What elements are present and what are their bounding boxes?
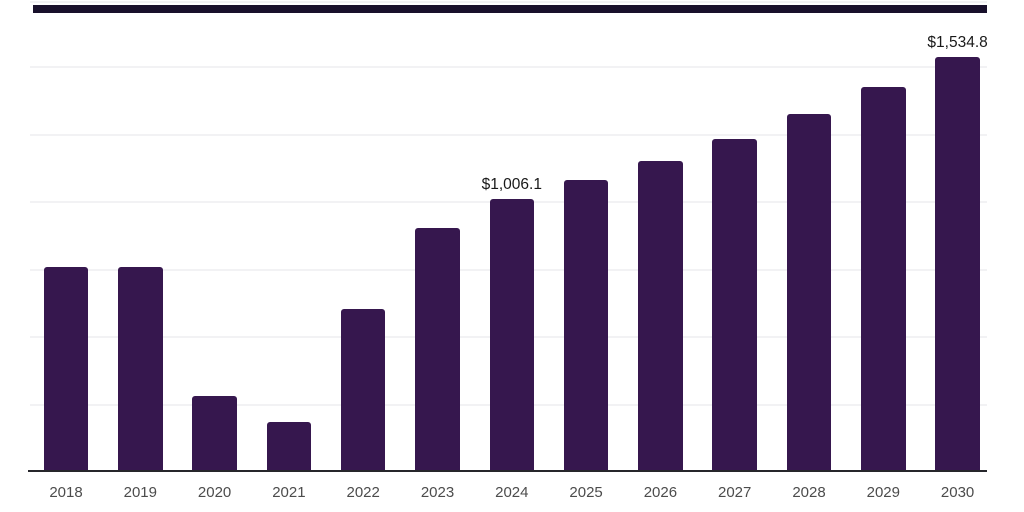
x-tick-label-2025: 2025 xyxy=(569,484,603,501)
value-label-2024: $1,006.1 xyxy=(481,176,542,194)
x-tick-label-2028: 2028 xyxy=(792,484,826,501)
bar-2019 xyxy=(118,267,163,471)
bar-2023 xyxy=(415,227,460,471)
bar-2024 xyxy=(489,199,535,471)
x-tick-label-2026: 2026 xyxy=(643,484,678,501)
gridline xyxy=(30,1,987,3)
bar-2029 xyxy=(861,87,906,471)
x-tick-label-2024: 2024 xyxy=(495,484,529,501)
x-tick-label-2019: 2019 xyxy=(123,484,157,501)
value-label-2030: $1,534.8 xyxy=(927,33,988,51)
bar-2021 xyxy=(266,422,312,471)
x-tick-label-2023: 2023 xyxy=(420,484,455,501)
gridline xyxy=(30,133,987,136)
x-tick-label-2022: 2022 xyxy=(346,484,380,501)
x-tick-label-2030: 2030 xyxy=(940,484,975,501)
x-axis-line xyxy=(28,470,987,472)
bar-2026 xyxy=(638,161,683,471)
bar-2030 xyxy=(935,56,980,471)
x-tick-label-2021: 2021 xyxy=(272,484,306,501)
bar-2025 xyxy=(563,180,609,471)
chart-top-border xyxy=(33,5,987,13)
gridline xyxy=(30,66,987,68)
x-tick-label-2020: 2020 xyxy=(197,484,232,501)
x-tick-label-2027: 2027 xyxy=(718,484,752,501)
bar-2020 xyxy=(192,396,237,471)
bar-2018 xyxy=(43,267,89,471)
bar-2027 xyxy=(712,138,757,471)
x-tick-label-2018: 2018 xyxy=(49,484,83,501)
x-tick-label-2029: 2029 xyxy=(866,484,900,501)
bar-2022 xyxy=(340,308,386,471)
bar-2028 xyxy=(786,114,832,471)
